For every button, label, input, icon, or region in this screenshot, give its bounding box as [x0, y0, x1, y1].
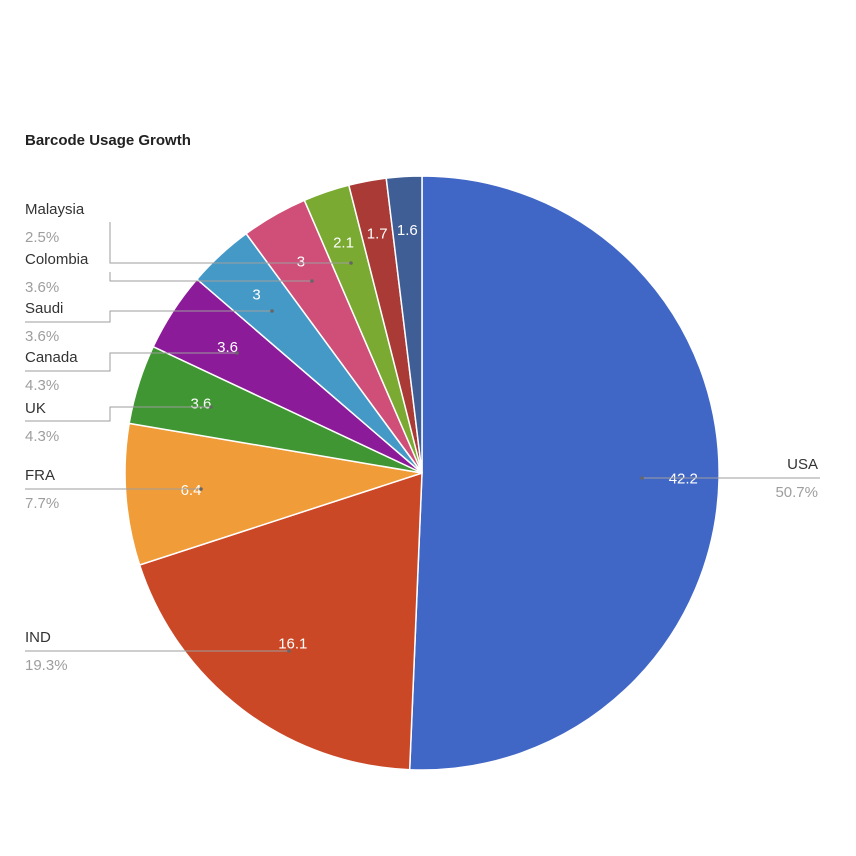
legend-label-saudi: Saudi [25, 300, 63, 317]
leader-dot [235, 351, 239, 355]
legend-percent-uk: 4.3% [25, 428, 59, 445]
leader-dot [640, 476, 644, 480]
leader-line [109, 272, 312, 282]
legend-label-canada: Canada [25, 349, 78, 366]
pie-slice-ind [138, 471, 423, 771]
slice-value-label: 1.7 [367, 226, 388, 243]
leader-dot [270, 309, 274, 313]
slice-legend-labels: USA 50.7% IND 19.3% FRA 7.7% UK 4.3% Canada 4.3% S… [25, 201, 820, 674]
legend-percent-saudi: 3.6% [25, 328, 59, 345]
legend-label-fra: FRA [25, 467, 55, 484]
legend-label-malaysia: Malaysia [25, 201, 85, 218]
leader-line [25, 310, 272, 323]
legend-percent-ind: 19.3% [25, 657, 68, 674]
slice-value-label: 3 [252, 286, 260, 303]
slice-value-label: 42.2 [669, 470, 698, 487]
leader-line [25, 352, 237, 372]
legend-percent-colombia: 3.6% [25, 279, 59, 296]
legend-label-uk: UK [25, 400, 46, 417]
legend-label-colombia: Colombia [25, 251, 89, 268]
slice-value-label: 6.4 [181, 482, 202, 499]
leader-dot [310, 279, 314, 283]
leader-line [109, 222, 351, 264]
chart-title: Barcode Usage Growth [25, 132, 191, 149]
pie-slice-fra [124, 422, 423, 566]
slice-value-label: 16.1 [278, 635, 307, 652]
slice-value-label: 3.6 [217, 339, 238, 356]
legend-percent-malaysia: 2.5% [25, 229, 59, 246]
leader-dot [287, 649, 291, 653]
legend-label-usa: USA [787, 456, 818, 473]
slice-value-label: 3 [297, 254, 305, 271]
legend-percent-fra: 7.7% [25, 495, 59, 512]
leader-dot [209, 405, 213, 409]
pie-slices [124, 175, 720, 771]
pie-slice-unlabeled-9 [385, 175, 423, 474]
slice-value-label: 1.6 [397, 222, 418, 239]
legend-label-ind: IND [25, 629, 51, 646]
leader-dot [349, 261, 353, 265]
legend-percent-canada: 4.3% [25, 377, 59, 394]
slice-value-label: 3.6 [190, 396, 211, 413]
slice-value-labels: 42.2 16.1 6.4 3.6 3.6 3 3 2.1 1.7 1.6 [181, 222, 698, 653]
leader-dot [199, 487, 203, 491]
pie-slice-usa [408, 175, 720, 771]
leader-line [25, 406, 211, 422]
slice-value-label: 2.1 [333, 235, 354, 252]
legend-percent-usa: 50.7% [775, 484, 818, 501]
